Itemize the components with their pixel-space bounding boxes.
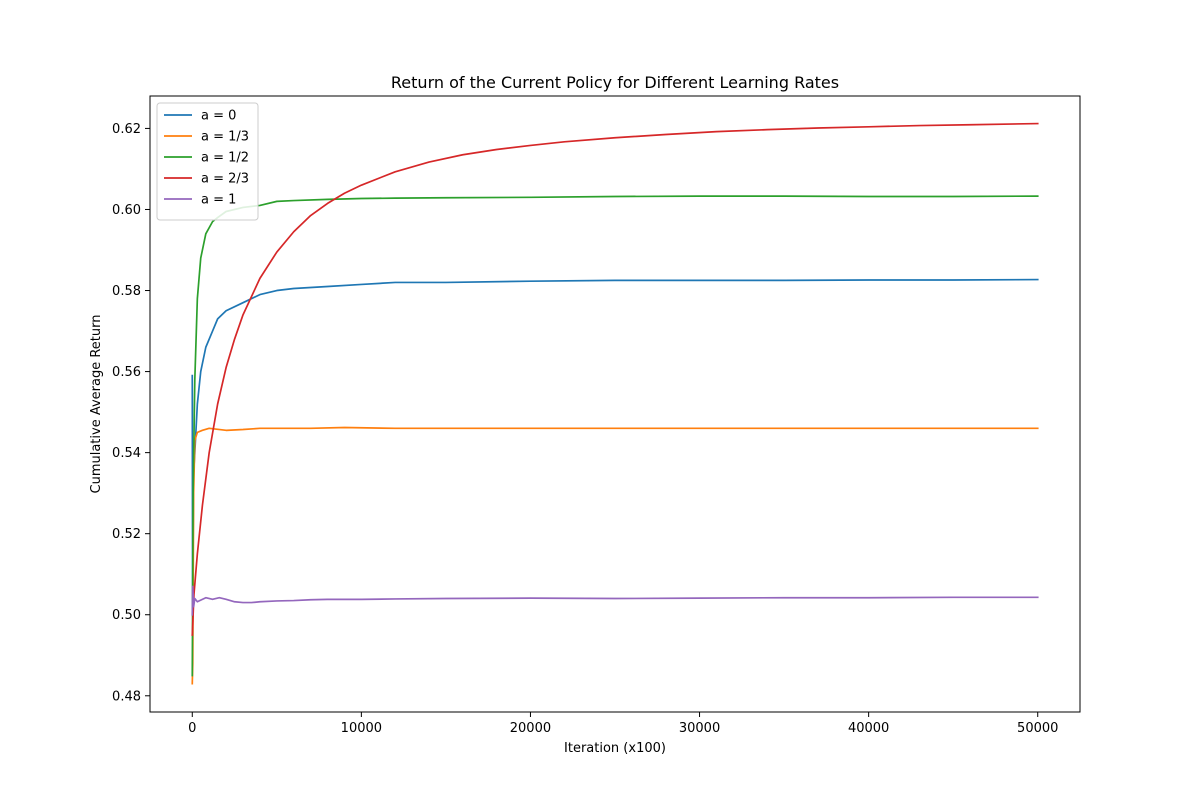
legend-label-4: a = 2/3 (201, 172, 249, 187)
y-tick-label: 0.62 (112, 122, 141, 137)
series-line-3 (191, 195, 1039, 677)
chart-title: Return of the Current Policy for Differe… (391, 73, 839, 92)
y-tick-label: 0.56 (112, 365, 141, 380)
legend-label-2: a = 1/3 (201, 130, 249, 145)
x-tick-label: 50000 (1017, 721, 1058, 736)
x-axis-title: Iteration (x100) (564, 741, 666, 756)
plot-frame (149, 95, 1081, 713)
series-layer (191, 122, 1039, 685)
plot-area: 0 10000 20000 30000 40000 50000 0.480.500.520… (112, 95, 1081, 736)
y-tick-label: 0.60 (112, 203, 141, 218)
x-tick-label: 10000 (341, 721, 382, 736)
x-tick-label: 0 (188, 721, 196, 736)
x-tick-label: 20000 (510, 721, 551, 736)
legend-frame (156, 102, 259, 221)
legend-label-5: a = 1 (201, 193, 236, 208)
legend: a = 0 a = 1/3 a = 1/2 a = 2/3 a = 1 (156, 102, 259, 221)
y-tick-label: 0.48 (112, 689, 141, 704)
x-tick-label: 30000 (679, 721, 720, 736)
x-tick-label: 40000 (848, 721, 889, 736)
series-line-4 (191, 122, 1039, 636)
x-axis-ticks: 0 10000 20000 30000 40000 50000 (188, 712, 1058, 736)
legend-label-3: a = 1/2 (201, 151, 249, 166)
y-tick-label: 0.58 (112, 284, 141, 299)
y-tick-label: 0.50 (112, 608, 141, 623)
series-line-2 (191, 426, 1039, 685)
y-axis-ticks: 0.48 0.50 0.52 0.54 0.56 0.58 0.60 0.62 (112, 122, 150, 704)
legend-label-1: a = 0 (201, 109, 236, 124)
y-axis-title: Cumulative Average Return (89, 315, 104, 494)
series-line-1 (191, 278, 1039, 616)
series-line-5 (191, 585, 1039, 616)
y-tick-label: 0.54 (112, 446, 141, 461)
y-tick-label: 0.52 (112, 527, 141, 542)
